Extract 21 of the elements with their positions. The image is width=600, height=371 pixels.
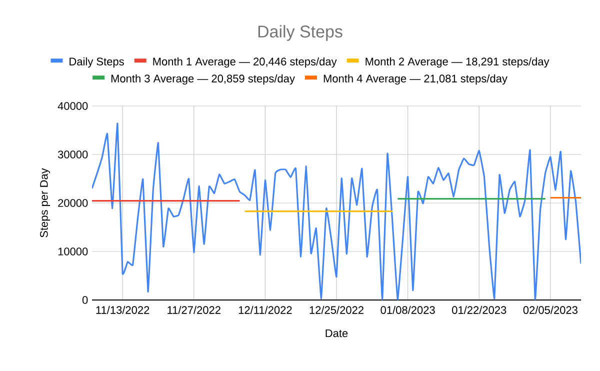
y-tick-label: 30000: [58, 150, 88, 158]
x-tick-label: 01/22/2023: [452, 306, 506, 314]
legend-label: Month 4 Average — 21,081 steps/day: [324, 74, 508, 85]
x-tick-label: 12/11/2022: [238, 306, 292, 314]
y-tick-label: 20000: [58, 199, 88, 207]
legend-label: Month 1 Average — 20,446 steps/day: [153, 57, 337, 68]
x-tick-label: 11/13/2022: [96, 306, 150, 314]
y-tick-label: 10000: [58, 248, 88, 256]
x-tick-label: 01/08/2023: [380, 306, 435, 314]
y-tick-label: 40000: [58, 102, 88, 110]
legend-label: Month 2 Average — 18,291 steps/day: [366, 57, 550, 68]
x-tick-label: 12/25/2022: [310, 306, 364, 314]
chart-title: Daily Steps: [258, 25, 342, 41]
x-tick-label: 02/05/2023: [523, 306, 578, 314]
line-series: [92, 122, 581, 300]
legend-label: Month 3 Average — 20,859 steps/day: [111, 74, 295, 85]
legend-label: Daily Steps: [70, 57, 124, 68]
y-tick-label: 0: [82, 296, 88, 304]
x-axis-title: Date: [326, 329, 348, 338]
x-tick-label: 11/27/2022: [168, 306, 220, 314]
y-axis-title: Steps per Day: [40, 168, 50, 238]
